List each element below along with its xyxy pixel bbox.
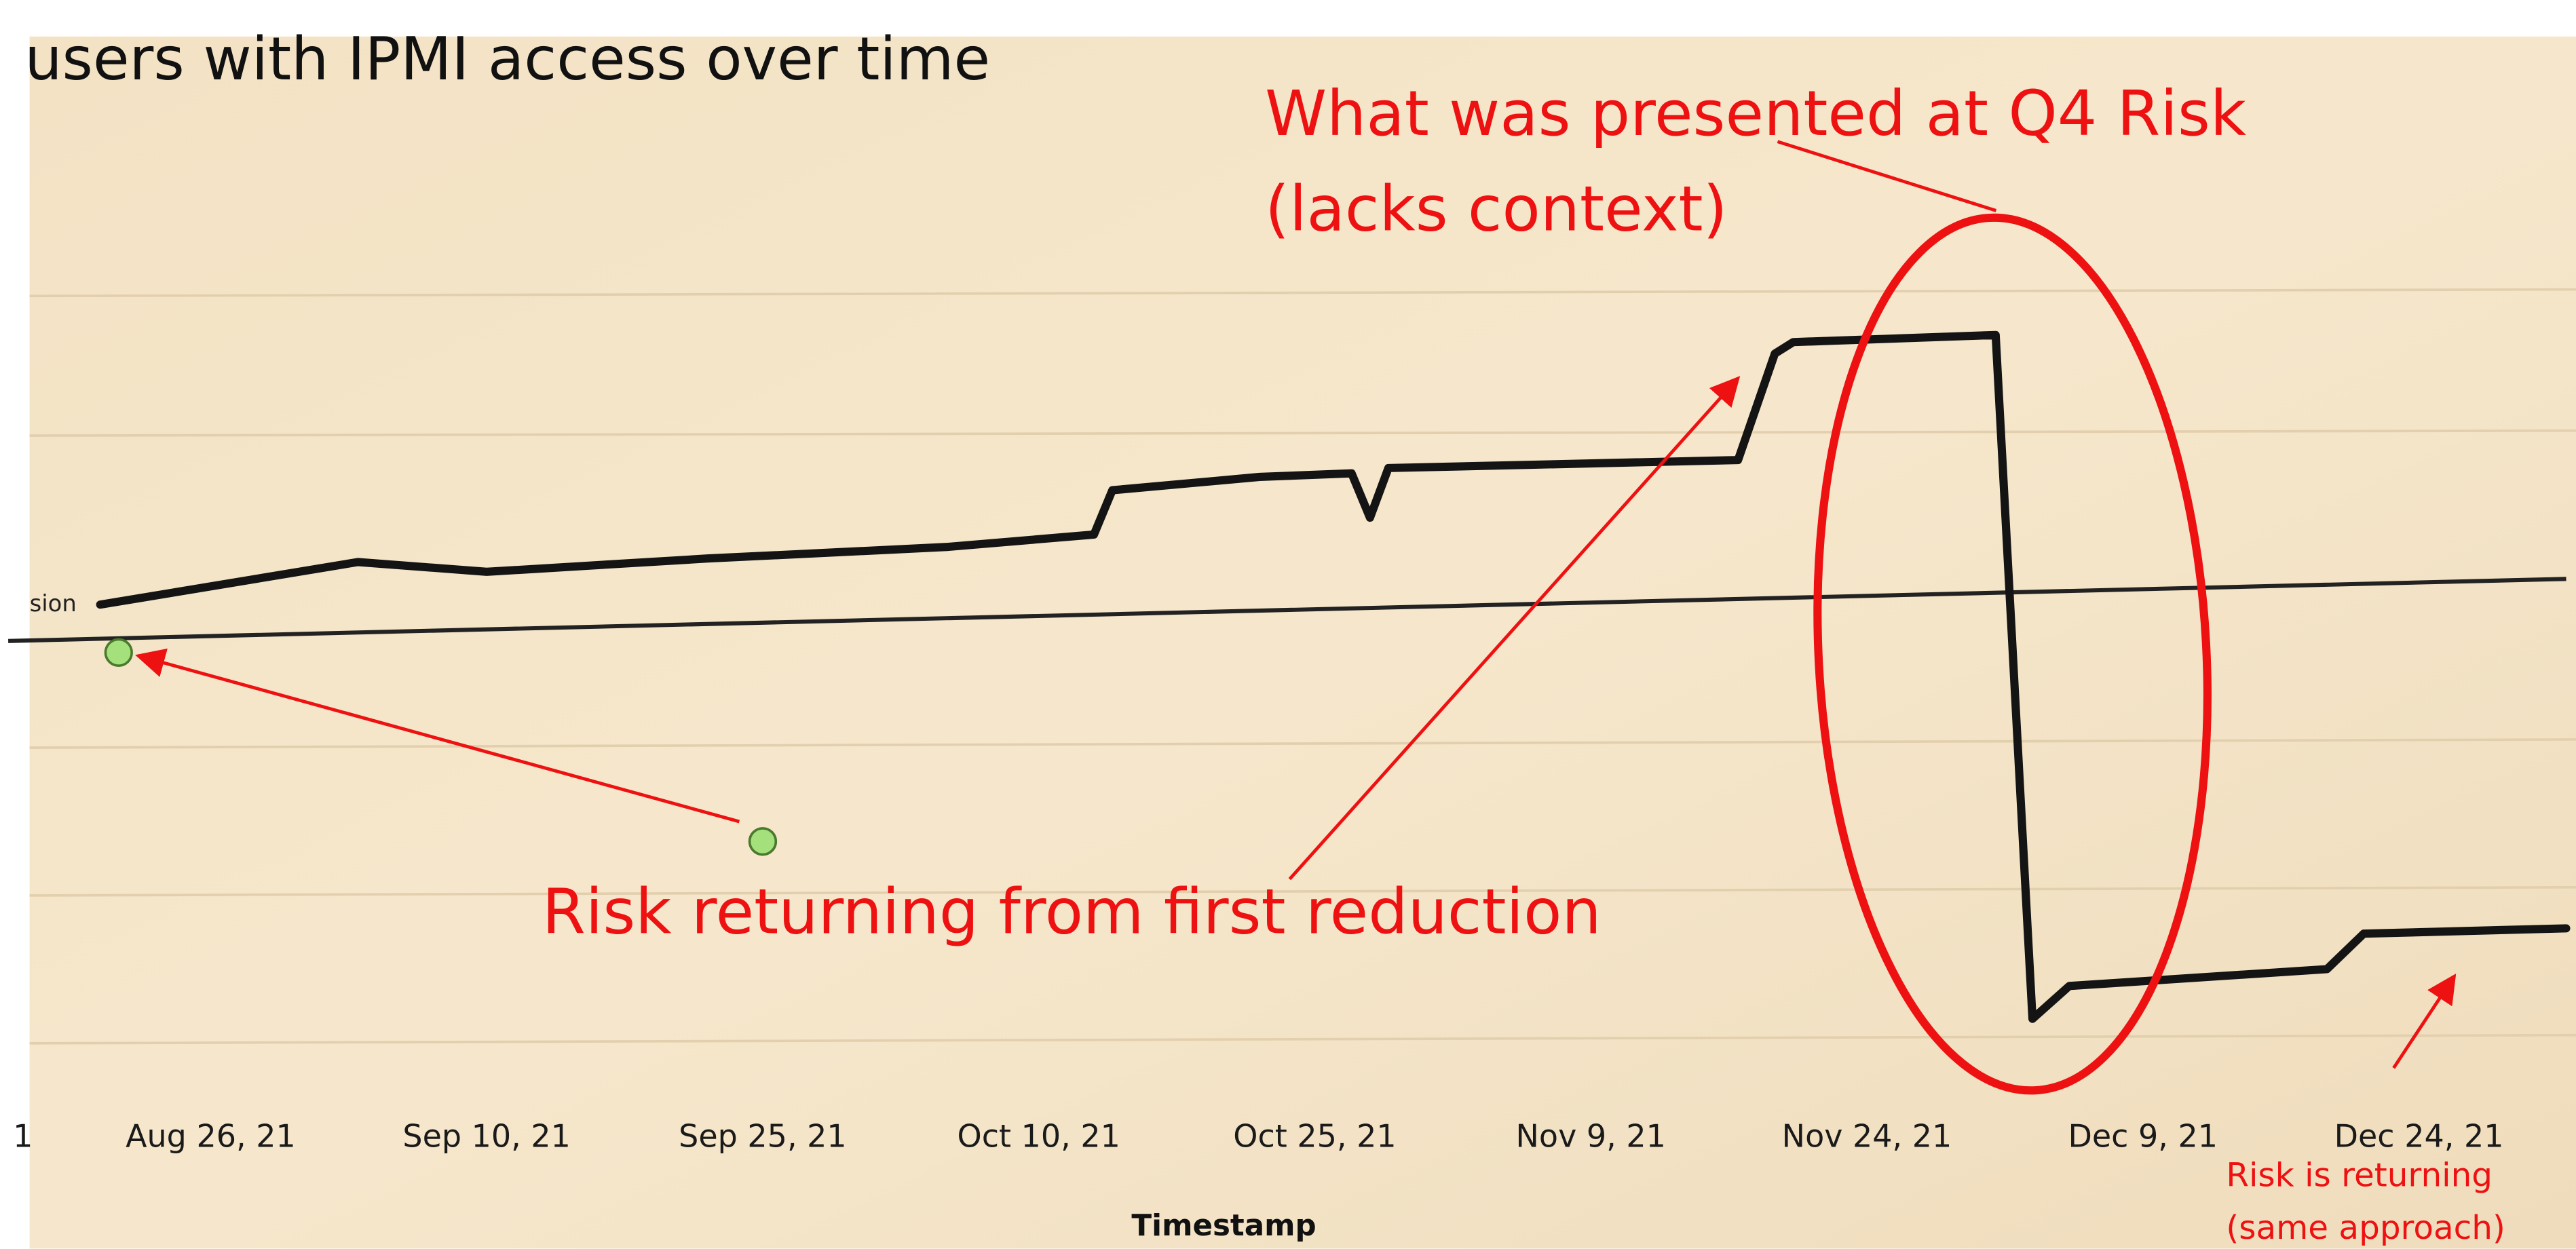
- annotation: Risk is returning: [2226, 1156, 2493, 1194]
- annotation: (same approach): [2226, 1209, 2505, 1247]
- plot: 1 Aug 26, 21 Sep 10, 21 Sep 25, 21 Oct 10, 2…: [8, 330, 2571, 1154]
- pointer-line: [1777, 140, 1997, 212]
- annotation: (lacks context): [1265, 172, 1727, 245]
- x-tick-label: Dec 24, 21: [2334, 1117, 2504, 1154]
- paper-lines: [29, 288, 2576, 1045]
- x-axis-label: Timestamp: [1131, 1209, 1316, 1243]
- x-tick-label: 1: [13, 1117, 33, 1154]
- x-tick-label: Oct 10, 21: [958, 1117, 1120, 1154]
- marker-dot: [104, 638, 133, 667]
- arrow: [1288, 376, 1741, 881]
- x-tick-label: Nov 24, 21: [1782, 1117, 1952, 1154]
- reference-line-label: sion: [30, 590, 77, 617]
- reference-line: [8, 577, 2566, 643]
- x-tick-label: Sep 10, 21: [402, 1117, 571, 1154]
- arrow: [135, 648, 740, 824]
- x-tick-label: Aug 26, 21: [126, 1117, 296, 1154]
- x-tick-label: Nov 9, 21: [1516, 1117, 1666, 1154]
- x-tick-label: Dec 9, 21: [2068, 1117, 2218, 1154]
- x-tick-label: Oct 25, 21: [1233, 1117, 1396, 1154]
- arrow: [2392, 973, 2457, 1069]
- x-tick-label: Sep 25, 21: [679, 1117, 847, 1154]
- paper-background: [29, 36, 2576, 1249]
- annotation: What was presented at Q4 Risk: [1265, 77, 2246, 150]
- data-line: [96, 330, 2571, 1023]
- annotation: Risk returning from first reduction: [542, 876, 1602, 948]
- chart-title: users with IPMI access over time: [24, 24, 990, 94]
- marker-dot: [748, 827, 778, 856]
- highlight-ellipse: [1813, 213, 2212, 1095]
